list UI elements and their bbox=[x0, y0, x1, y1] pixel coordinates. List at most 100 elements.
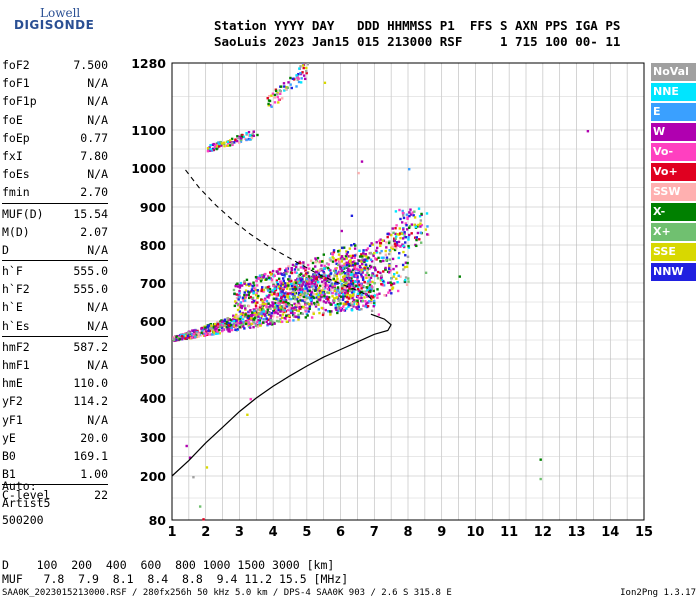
echo-point bbox=[315, 284, 319, 287]
param-label: C-level bbox=[2, 488, 51, 503]
echo-point bbox=[293, 307, 296, 310]
echo-point bbox=[216, 322, 220, 326]
echo-point bbox=[386, 232, 389, 236]
echo-point bbox=[334, 280, 338, 283]
echo-point bbox=[358, 297, 361, 300]
echo-point bbox=[407, 236, 410, 239]
echo-point bbox=[379, 241, 383, 245]
echo-point bbox=[238, 317, 242, 320]
param-label: h`E bbox=[2, 300, 23, 315]
echo-point bbox=[298, 305, 301, 309]
echo-point bbox=[351, 254, 355, 257]
echo-point bbox=[302, 74, 306, 77]
echo-point bbox=[399, 232, 402, 235]
echo-point bbox=[314, 257, 317, 260]
echo-point bbox=[345, 307, 348, 310]
echo-point bbox=[326, 291, 329, 294]
echo-point bbox=[238, 315, 241, 318]
echo-point bbox=[283, 292, 286, 295]
echo-point bbox=[180, 337, 183, 341]
muf-table: D 100 200 400 600 800 1000 1500 3000 [km… bbox=[2, 558, 348, 586]
param-row: foE N/A bbox=[2, 111, 108, 129]
echo-point bbox=[322, 312, 325, 315]
x-tick-label: 8 bbox=[403, 525, 412, 540]
echo-point bbox=[239, 301, 243, 304]
echo-point bbox=[258, 321, 261, 324]
echo-point bbox=[296, 280, 300, 284]
echo-point bbox=[219, 140, 223, 144]
echo-point bbox=[202, 332, 205, 336]
echo-point bbox=[339, 257, 343, 260]
echo-point bbox=[365, 259, 369, 263]
echo-point bbox=[347, 297, 351, 300]
x-tick-label: 13 bbox=[568, 525, 586, 540]
echo-point bbox=[331, 286, 334, 289]
echo-point bbox=[350, 309, 354, 312]
echo-point bbox=[365, 269, 369, 272]
echo-point bbox=[405, 283, 409, 286]
echo-point bbox=[299, 65, 302, 68]
echo-point bbox=[297, 309, 300, 313]
echo-point bbox=[387, 252, 391, 256]
echo-point bbox=[368, 289, 372, 293]
echo-point bbox=[243, 282, 246, 285]
echo-point bbox=[375, 249, 378, 252]
echo-point bbox=[271, 269, 275, 273]
echo-point bbox=[254, 324, 258, 327]
echo-point bbox=[298, 293, 302, 296]
echo-point bbox=[279, 291, 282, 295]
legend-item-e: E bbox=[651, 103, 696, 121]
echo-point bbox=[353, 266, 357, 269]
param-value: N/A bbox=[87, 112, 108, 127]
legend-item-nne: NNE bbox=[651, 83, 696, 101]
echo-point bbox=[368, 285, 372, 288]
echo-point bbox=[237, 136, 240, 140]
echo-point bbox=[269, 104, 272, 107]
echo-point bbox=[234, 322, 237, 326]
echo-point bbox=[273, 96, 277, 99]
echo-point bbox=[253, 299, 257, 302]
echo-point bbox=[298, 296, 302, 299]
param-label: foEs bbox=[2, 167, 30, 182]
echo-point bbox=[284, 87, 288, 91]
echo-point bbox=[287, 81, 290, 84]
echo-point bbox=[348, 276, 351, 280]
echo-point bbox=[327, 310, 330, 313]
echo-point bbox=[360, 253, 363, 256]
echo-point bbox=[284, 303, 288, 306]
echo-point bbox=[279, 272, 282, 275]
echo-point bbox=[424, 271, 428, 274]
echo-point bbox=[229, 141, 232, 144]
param-row: hmF2 587.2 bbox=[2, 338, 108, 356]
echo-point bbox=[218, 325, 222, 329]
echo-point bbox=[350, 244, 353, 247]
echo-point bbox=[353, 286, 356, 290]
echo-point bbox=[306, 263, 310, 267]
echo-point bbox=[416, 225, 419, 228]
echo-point bbox=[286, 287, 289, 290]
echo-point bbox=[356, 278, 359, 282]
echo-point bbox=[305, 66, 308, 70]
echo-point bbox=[252, 134, 256, 138]
echo-point bbox=[381, 283, 384, 287]
echo-point bbox=[413, 210, 416, 213]
echo-point bbox=[351, 275, 354, 278]
echo-point bbox=[240, 323, 243, 327]
echo-point bbox=[327, 263, 330, 266]
echo-point bbox=[309, 259, 313, 262]
echo-point bbox=[395, 277, 398, 280]
param-separator bbox=[2, 335, 108, 337]
echo-point bbox=[288, 279, 291, 283]
echo-point bbox=[322, 253, 326, 256]
param-label: hmF1 bbox=[2, 358, 30, 372]
echo-point bbox=[294, 284, 298, 287]
echo-point bbox=[227, 329, 230, 333]
echo-point bbox=[293, 302, 296, 306]
x-tick-label: 2 bbox=[201, 525, 210, 540]
echo-point bbox=[282, 82, 286, 85]
echo-point bbox=[295, 263, 298, 266]
echo-point bbox=[250, 314, 253, 318]
echo-point bbox=[341, 287, 344, 290]
echo-point bbox=[316, 256, 320, 260]
echo-point bbox=[256, 289, 259, 292]
